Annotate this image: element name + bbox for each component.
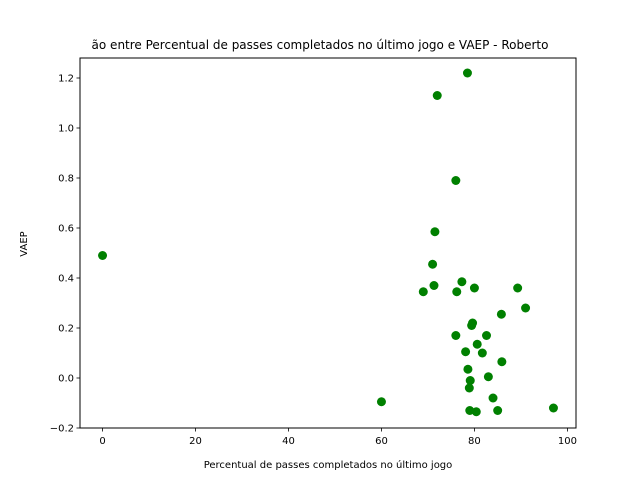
data-point <box>428 259 438 269</box>
data-point <box>452 287 462 297</box>
data-point <box>469 283 479 293</box>
y-tick-label: 1.2 <box>58 74 74 85</box>
chart-title: ão entre Percentual de passes completado… <box>92 38 549 52</box>
x-tick-label: 20 <box>189 436 202 447</box>
data-point <box>548 403 558 413</box>
data-point <box>471 407 481 417</box>
data-point <box>483 372 493 382</box>
data-point <box>376 397 386 407</box>
x-axis: 0 20 40 60 80 100 <box>99 428 577 447</box>
x-tick-label: 100 <box>558 436 577 447</box>
data-point <box>521 303 531 313</box>
data-point <box>463 364 473 374</box>
data-point <box>457 277 467 287</box>
data-point <box>468 318 478 328</box>
data-point <box>430 227 440 237</box>
data-point <box>429 281 439 290</box>
data-point <box>477 348 487 358</box>
x-axis-label: Percentual de passes completados no últi… <box>204 459 453 471</box>
data-point <box>464 383 474 393</box>
y-axis: −0.2 0.0 0.2 0.4 0.6 0.8 1.0 1.2 <box>50 74 80 435</box>
data-point <box>482 331 492 340</box>
data-point <box>432 91 442 100</box>
x-tick-label: 80 <box>468 436 481 447</box>
plot-area <box>98 68 558 417</box>
x-tick-label: 60 <box>375 436 388 447</box>
data-point <box>493 406 503 415</box>
data-point <box>451 331 461 340</box>
x-tick-label: 40 <box>282 436 295 447</box>
data-point <box>496 309 506 319</box>
y-tick-label: 1.0 <box>58 124 74 135</box>
data-point <box>98 251 108 260</box>
data-point <box>497 357 507 367</box>
data-point <box>461 347 471 357</box>
data-point <box>488 393 498 403</box>
data-point <box>451 176 461 185</box>
y-tick-label: −0.2 <box>50 424 74 435</box>
data-point <box>513 283 523 293</box>
data-point <box>465 376 475 385</box>
y-tick-label: 0.2 <box>58 324 74 335</box>
data-point <box>472 339 482 349</box>
y-tick-label: 0.0 <box>58 374 74 385</box>
y-tick-label: 0.4 <box>58 274 74 285</box>
y-tick-label: 0.6 <box>58 224 74 235</box>
data-point <box>418 287 428 297</box>
data-point <box>462 68 472 78</box>
y-axis-label: VAEP <box>19 231 30 256</box>
y-tick-label: 0.8 <box>58 174 74 185</box>
plot-frame <box>79 57 577 429</box>
x-tick-label: 0 <box>99 436 105 447</box>
